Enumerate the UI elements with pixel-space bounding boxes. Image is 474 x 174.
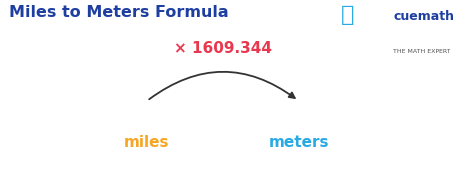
- Text: THE MATH EXPERT: THE MATH EXPERT: [393, 49, 451, 54]
- Text: miles: miles: [124, 135, 170, 150]
- Text: × 1609.344: × 1609.344: [174, 41, 272, 56]
- Text: Miles to Meters Formula: Miles to Meters Formula: [9, 5, 229, 20]
- Text: meters: meters: [268, 135, 329, 150]
- Text: 🚀: 🚀: [341, 5, 355, 25]
- FancyArrowPatch shape: [149, 72, 295, 99]
- Text: cuemath: cuemath: [393, 10, 455, 23]
